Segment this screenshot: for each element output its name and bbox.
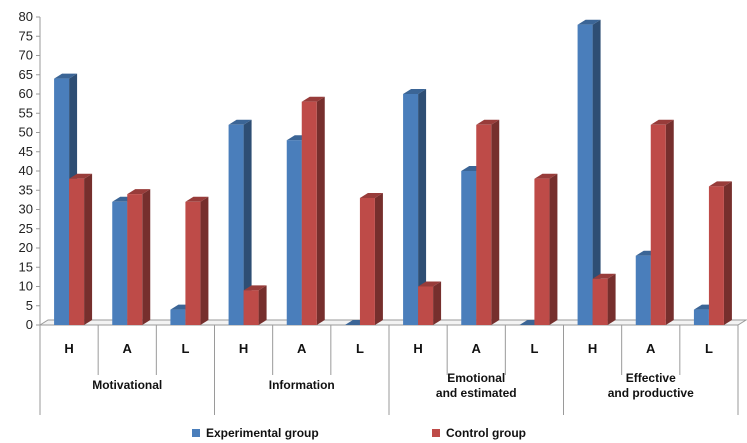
y-tick-label: 35 bbox=[19, 182, 33, 197]
category-label: L bbox=[356, 341, 364, 356]
group-label: Motivational bbox=[92, 378, 162, 392]
group-label: Effective bbox=[626, 371, 676, 385]
bar-top bbox=[228, 119, 252, 125]
control-bar bbox=[127, 194, 143, 325]
control-bar bbox=[592, 278, 608, 325]
bar-side bbox=[316, 96, 325, 325]
y-tick-label: 60 bbox=[19, 86, 33, 101]
bar-top bbox=[243, 285, 267, 291]
experimental-bar bbox=[286, 140, 302, 325]
bar-top bbox=[403, 89, 427, 94]
control-bar bbox=[476, 124, 492, 325]
bar-top bbox=[127, 189, 151, 195]
y-tick-label: 30 bbox=[19, 202, 33, 217]
bar-top bbox=[69, 173, 93, 179]
category-label: A bbox=[297, 341, 307, 356]
bar-side bbox=[258, 285, 267, 325]
experimental-bar bbox=[403, 94, 419, 325]
bar-top bbox=[301, 96, 325, 102]
bar-top bbox=[185, 196, 209, 202]
y-tick-label: 55 bbox=[19, 105, 33, 120]
bar-side bbox=[723, 181, 732, 325]
group-label: and productive bbox=[608, 386, 694, 400]
y-tick-label: 50 bbox=[19, 125, 33, 140]
bar-side bbox=[665, 119, 674, 325]
y-tick-label: 40 bbox=[19, 163, 33, 178]
bar-side bbox=[374, 192, 383, 325]
y-tick-label: 0 bbox=[26, 317, 33, 332]
y-tick-label: 80 bbox=[19, 9, 33, 24]
legend-control-swatch bbox=[432, 429, 440, 437]
y-tick-label: 65 bbox=[19, 67, 33, 82]
category-label: L bbox=[705, 341, 713, 356]
control-bar bbox=[185, 201, 201, 325]
experimental-bar bbox=[461, 171, 477, 325]
y-tick-label: 5 bbox=[26, 298, 33, 313]
control-bar bbox=[418, 286, 434, 325]
bar-top bbox=[418, 281, 442, 287]
bar-side bbox=[418, 89, 427, 325]
category-label: H bbox=[64, 341, 73, 356]
y-tick-label: 25 bbox=[19, 221, 33, 236]
bar-top bbox=[534, 173, 558, 179]
category-label: A bbox=[472, 341, 482, 356]
control-bar bbox=[534, 178, 550, 325]
group-label: Information bbox=[269, 378, 335, 392]
experimental-bar bbox=[54, 78, 70, 325]
y-tick-label: 15 bbox=[19, 259, 33, 274]
control-bar bbox=[69, 178, 85, 325]
control-bar bbox=[243, 290, 259, 325]
bar-top bbox=[359, 192, 383, 198]
category-label: A bbox=[646, 341, 656, 356]
experimental-bar bbox=[228, 124, 244, 325]
bar-top bbox=[577, 19, 601, 25]
category-label: H bbox=[413, 341, 422, 356]
bar-top bbox=[476, 119, 500, 125]
y-tick-label: 10 bbox=[19, 279, 33, 294]
y-tick-label: 75 bbox=[19, 28, 33, 43]
control-bar bbox=[301, 101, 317, 325]
y-tick-label: 20 bbox=[19, 240, 33, 255]
category-label: A bbox=[123, 341, 133, 356]
bar-top bbox=[592, 273, 616, 279]
bar-top bbox=[54, 73, 78, 79]
experimental-bar bbox=[693, 309, 709, 325]
bar-side bbox=[549, 173, 558, 325]
category-label: L bbox=[181, 341, 189, 356]
y-tick-label: 45 bbox=[19, 144, 33, 159]
category-label: H bbox=[239, 341, 248, 356]
control-bar bbox=[708, 186, 724, 325]
category-label: H bbox=[588, 341, 597, 356]
experimental-bar bbox=[112, 201, 128, 325]
bar-side bbox=[200, 196, 209, 325]
experimental-bar bbox=[635, 255, 651, 325]
bar-side bbox=[607, 273, 616, 325]
control-bar bbox=[359, 197, 375, 325]
bar-side bbox=[84, 173, 93, 325]
group-label: Emotional bbox=[447, 371, 505, 385]
experimental-bar bbox=[170, 309, 186, 325]
bar-side bbox=[243, 119, 252, 325]
bar-side bbox=[592, 19, 601, 325]
bar-side bbox=[491, 119, 500, 325]
category-label: L bbox=[530, 341, 538, 356]
legend-control-label: Control group bbox=[446, 426, 526, 440]
legend-experimental-label: Experimental group bbox=[206, 426, 319, 440]
bar-side bbox=[142, 189, 151, 325]
control-bar bbox=[650, 124, 666, 325]
group-label: and estimated bbox=[436, 386, 517, 400]
bar-side bbox=[433, 281, 442, 325]
legend-experimental-swatch bbox=[192, 429, 200, 437]
bar-top bbox=[708, 181, 732, 187]
bar-top bbox=[650, 119, 674, 125]
y-tick-label: 70 bbox=[19, 48, 33, 63]
experimental-bar bbox=[577, 24, 593, 325]
